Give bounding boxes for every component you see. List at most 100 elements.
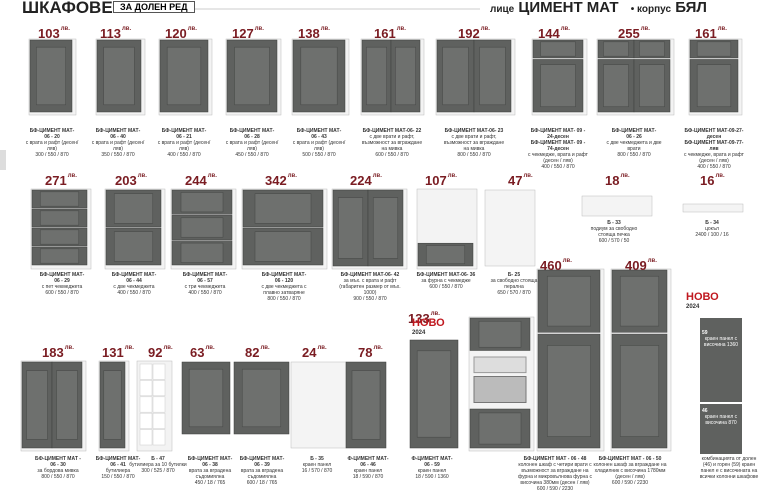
product-info: БФ-ЦИМЕНТ МАТ- 06 - 120 с две чекмеджета с… bbox=[253, 272, 315, 302]
product-code: 06 - 20 bbox=[44, 134, 60, 140]
product-info: БФ-ЦИМЕНТ МАТ- 06 - 20 с врата и рафт (дес… bbox=[21, 128, 83, 158]
price: 224 лв. bbox=[350, 173, 382, 188]
product-code: 06 - 21 bbox=[176, 134, 192, 140]
product-code: 06 - 30 bbox=[50, 462, 66, 468]
price: 82 лв. bbox=[245, 345, 270, 360]
door-panel bbox=[56, 370, 78, 440]
price-value: 138 bbox=[298, 26, 320, 41]
product-desc: с врата и рафт (десен/ ляв) bbox=[157, 140, 211, 152]
door-panel bbox=[166, 46, 202, 106]
badge-year: 2024 bbox=[412, 330, 426, 336]
door-panel bbox=[103, 370, 122, 440]
product-code: БФ-ЦИМЕНТ МАТ- bbox=[187, 456, 233, 462]
price: 161 лв. bbox=[695, 26, 727, 41]
product-dims: 400 / 550 / 870 bbox=[167, 152, 201, 158]
product-code: БФ-ЦИМЕНТ МАТ- bbox=[95, 456, 141, 462]
door-panel bbox=[546, 345, 591, 437]
product-code: БФ-ЦИМЕНТ МАТ- bbox=[239, 456, 285, 462]
panel bbox=[682, 203, 744, 213]
currency: лв. bbox=[254, 26, 264, 32]
product-info: Б - 47 бутилиера за 10 бутилки 300 / 525 /… bbox=[127, 456, 189, 474]
door-panel bbox=[180, 192, 224, 213]
price-value: 192 bbox=[458, 26, 480, 41]
currency: лв. bbox=[187, 26, 197, 32]
door-panel bbox=[639, 64, 665, 108]
appliance bbox=[473, 376, 527, 403]
price: 183 лв. bbox=[42, 345, 74, 360]
product-dims: 800 / 550 / 870 bbox=[267, 296, 301, 302]
product-desc: краен панел bbox=[302, 462, 332, 468]
product-code: Б- 25 bbox=[507, 272, 521, 278]
product-info: БФ-ЦИМЕНТ МАТ- 06 - 29 с пет чекмеджета 600… bbox=[31, 272, 93, 296]
price-value: 183 bbox=[42, 345, 64, 360]
product-dims: 600 / 550 / 870 bbox=[429, 284, 463, 290]
door-panel bbox=[35, 46, 66, 106]
product-dims: 600 / 18 / 765 bbox=[246, 480, 278, 486]
side-panel bbox=[700, 404, 742, 454]
product-dims: 650 / 570 / 870 bbox=[497, 290, 531, 296]
product-info: БФ-ЦИМЕНТ МАТ-06- 36 за фурна с чекмедже 6… bbox=[415, 272, 477, 290]
door-panel bbox=[425, 245, 466, 265]
panel bbox=[484, 189, 536, 267]
product-code: БФ-ЦИМЕНТ МАТ-09-27-десен bbox=[684, 128, 744, 140]
door-panel bbox=[180, 242, 224, 263]
price: 192 лв. bbox=[458, 26, 490, 41]
product-dims: 800 / 550 / 870 bbox=[617, 152, 651, 158]
product-info: БФ-ЦИМЕНТ МАТ- 06 - 26 с две чекмеджета и … bbox=[603, 128, 665, 158]
price: 244 лв. bbox=[185, 173, 217, 188]
product-dims: 300 / 525 / 870 bbox=[141, 468, 175, 474]
price: 131 лв. bbox=[102, 345, 134, 360]
product-dims: 16 / 570 / 870 bbox=[301, 468, 333, 474]
product-desc: за мъх. с врата и рафт (габаритен размер… bbox=[339, 278, 401, 296]
door-panel bbox=[478, 412, 522, 445]
product-info: БФ-ЦИМЕНТ МАТ -06 - 30 за бордова мивка 80… bbox=[27, 456, 89, 480]
price-value: 255 bbox=[618, 26, 640, 41]
product-code: Ф-ЦИМЕНТ МАТ- bbox=[411, 456, 453, 462]
door-panel bbox=[39, 248, 80, 264]
product-dims: 400 / 550 / 870 bbox=[188, 290, 222, 296]
side-tab bbox=[0, 150, 6, 170]
price: 47 лв. bbox=[508, 173, 533, 188]
price-value: 161 bbox=[695, 26, 717, 41]
currency: лв. bbox=[124, 345, 134, 351]
product-dims: 600 / 570 / 50 bbox=[598, 238, 630, 244]
appliance bbox=[473, 356, 527, 374]
product-code: 06 - 57 bbox=[197, 278, 213, 284]
currency: лв. bbox=[205, 345, 215, 351]
product-dims: 600 / 590 / 2230 bbox=[611, 480, 649, 486]
product-code: Б - 33 bbox=[607, 220, 621, 226]
side-panel-label: 59 краен панел с височина 1360 bbox=[702, 330, 740, 348]
product-dims: 150 / 550 / 870 bbox=[101, 474, 135, 480]
product-code: Б - 34 bbox=[705, 220, 719, 226]
tab: ЗА ДОЛЕН РЕД bbox=[113, 1, 195, 13]
price: 255 лв. bbox=[618, 26, 650, 41]
product-code: БФ-ЦИМЕНТ МАТ- bbox=[111, 272, 157, 278]
door-panel bbox=[254, 231, 312, 262]
door-panel bbox=[366, 46, 387, 106]
currency: лв. bbox=[640, 26, 650, 32]
price: 409 лв. bbox=[625, 258, 657, 273]
badge-year: 2024 bbox=[686, 304, 700, 310]
product-code: БФ-ЦИМЕНТ МАТ-06- 36 bbox=[416, 272, 476, 278]
badge-text: НОВО bbox=[686, 291, 719, 303]
product-desc: с две чекмеджета и две врати bbox=[606, 140, 662, 152]
product-dims: 350 / 550 / 870 bbox=[101, 152, 135, 158]
product-info: БФ-ЦИМЕНТ МАТ- 06 - 39 врата за вградена с… bbox=[231, 456, 293, 486]
door-panel bbox=[39, 229, 80, 245]
door-panel bbox=[696, 41, 732, 57]
product-desc: бутилиера bbox=[105, 468, 131, 474]
price-value: 24 bbox=[302, 345, 317, 360]
cell bbox=[139, 412, 153, 429]
price-value: 203 bbox=[115, 173, 137, 188]
currency: лв. bbox=[207, 173, 217, 179]
product-code: БФ-ЦИМЕНТ МАТ- bbox=[611, 128, 657, 134]
product-code: Б - 47 bbox=[151, 456, 165, 462]
product-info: БФ-ЦИМЕНТ МАТ- 09 - 24-десен БФ-ЦИМЕНТ МА… bbox=[527, 128, 589, 170]
product-code: Ф-ЦИМЕНТ МАТ- bbox=[347, 456, 389, 462]
product-desc: с врата и рафт (десен/ ляв) bbox=[292, 140, 346, 152]
product-code: 06 - 28 bbox=[244, 134, 260, 140]
product-desc: за фурна с чекмедже bbox=[421, 278, 471, 284]
price-value: 224 bbox=[350, 173, 372, 188]
product-desc: краен панел bbox=[353, 468, 383, 474]
